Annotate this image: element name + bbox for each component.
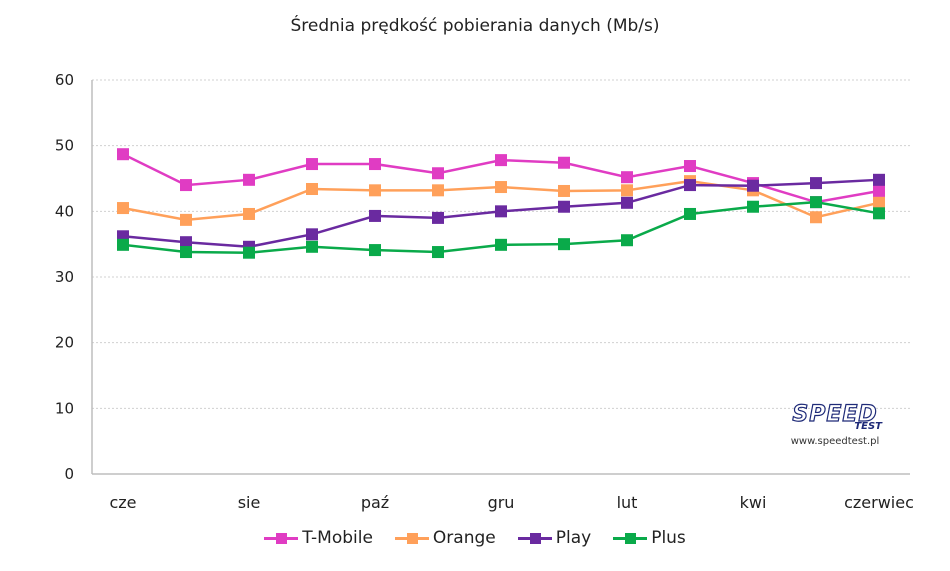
data-point [432,211,444,224]
data-point [306,158,318,171]
data-point [558,156,570,169]
data-point [873,196,885,209]
data-point [243,246,255,259]
legend-item: T-Mobile [264,528,373,548]
data-point [873,184,885,197]
legend-label: Play [555,528,592,548]
chart-title: Średnia prędkość pobierania danych (Mb/s… [290,16,660,36]
data-point [810,177,822,190]
legend: T-Mobile Orange Play Plus [0,528,950,548]
legend-swatch [613,531,648,545]
data-point [558,184,570,197]
data-point [432,167,444,180]
x-tick-label: czerwiec [844,493,914,512]
legend-swatch [264,531,299,545]
data-point [747,179,759,192]
data-point [369,209,381,222]
legend-item: Play [517,528,592,548]
speedtest-logo: SPEED TEST www.speedtest.pl [770,401,900,447]
x-tick-label: kwi [740,493,767,512]
data-point [243,173,255,186]
series-orange [117,175,885,226]
legend-swatch [394,531,429,545]
data-point [558,238,570,251]
y-tick-label: 10 [55,399,74,417]
y-axis-ticks: 0 10 20 30 40 50 60 [55,71,74,483]
data-point [369,244,381,257]
data-point [558,200,570,213]
data-point [369,184,381,197]
y-tick-label: 20 [55,334,74,352]
data-point [306,228,318,241]
x-tick-label: paź [361,493,389,512]
y-tick-label: 50 [55,137,74,155]
axes [91,80,910,475]
data-point [117,148,129,161]
data-point [873,173,885,186]
data-point [621,196,633,209]
legend-item: Orange [394,528,496,548]
legend-label: Plus [651,528,686,548]
data-point [117,238,129,251]
data-point [117,202,129,215]
data-point [684,160,696,173]
x-tick-label: sie [238,493,261,512]
logo-sub: TEST [854,421,882,432]
legend-label: Orange [432,528,496,548]
data-point [621,234,633,247]
data-point [873,207,885,220]
data-point [495,181,507,194]
x-tick-label: cze [109,493,136,512]
data-point [621,184,633,197]
data-point [495,205,507,218]
data-point [180,213,192,226]
data-point [180,236,192,249]
series-plus [117,196,885,259]
data-point [621,171,633,184]
data-point [810,211,822,224]
data-point [495,154,507,167]
data-point [747,200,759,213]
y-tick-label: 40 [55,202,74,220]
x-tick-label: lut [617,493,638,512]
y-tick-label: 30 [55,268,74,286]
series-t-mobile [117,148,885,209]
y-tick-label: 60 [55,71,74,89]
data-point [243,207,255,220]
data-point [810,196,822,209]
logo-brand: SPEED [792,401,878,427]
data-point [684,207,696,220]
legend-label: T-Mobile [302,528,373,548]
data-point [306,240,318,253]
data-point [180,179,192,192]
legend-swatch [517,531,552,545]
data-point [432,246,444,259]
legend-item: Plus [613,528,686,548]
data-point [180,246,192,259]
data-point [306,183,318,196]
series-group [117,148,885,259]
data-point [432,184,444,197]
data-point [684,179,696,192]
data-point [369,158,381,171]
y-tick-label: 0 [64,465,74,483]
data-point [495,238,507,251]
x-axis-ticks: cze sie paź gru lut kwi czerwiec [109,493,913,512]
logo-url: www.speedtest.pl [790,436,880,447]
x-tick-label: gru [488,493,515,512]
